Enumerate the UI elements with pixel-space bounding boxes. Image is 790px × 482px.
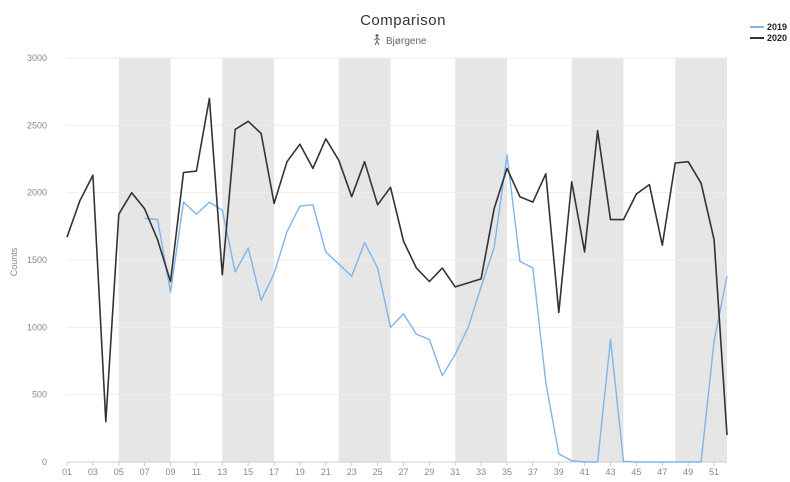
legend-label-2019: 2019 [767,22,787,32]
y-tick-label: 2500 [27,120,47,130]
x-tick-label: 45 [631,467,641,477]
x-tick-label: 13 [217,467,227,477]
x-tick-label: 39 [554,467,564,477]
chart-subtitle: Bjørgene [386,36,427,47]
x-tick-label: 05 [114,467,124,477]
x-tick-label: 15 [243,467,253,477]
y-tick-label: 500 [32,390,47,400]
x-tick-label: 09 [166,467,176,477]
x-tick-label: 51 [709,467,719,477]
series-lines [66,97,728,463]
chart-title: Comparison [360,12,446,29]
x-tick-label: 31 [450,467,460,477]
x-tick-label: 43 [606,467,616,477]
series-line-2019 [144,154,728,463]
y-tick-label: 3000 [27,53,47,63]
y-tick-label: 2000 [27,188,47,198]
y-axis-label: Counts [9,247,19,276]
y-tick-label: 1500 [27,255,47,265]
x-tick-label: 19 [295,467,305,477]
x-tick-label: 49 [683,467,693,477]
x-tick-label: 17 [269,467,279,477]
x-tick-label: 01 [62,467,72,477]
x-tick-label: 35 [502,467,512,477]
x-tick-label: 23 [347,467,357,477]
x-axis-ticks: 01 03 05 07 09 11 13 15 17 19 21 23 25 27 29 31 33 35 37 39… [62,462,719,477]
x-tick-label: 33 [476,467,486,477]
y-tick-label: 0 [42,457,47,467]
grid-lines [67,57,727,463]
x-tick-label: 11 [192,467,201,477]
y-tick-label: 1000 [27,322,47,332]
x-tick-label: 25 [373,467,383,477]
x-tick-label: 03 [88,467,98,477]
legend-label-2020: 2020 [767,33,787,43]
x-tick-label: 21 [321,467,331,477]
x-tick-label: 37 [528,467,538,477]
x-tick-label: 07 [140,467,150,477]
x-tick-label: 27 [398,467,408,477]
x-tick-label: 29 [424,467,434,477]
y-axis-ticks: 0 500 1000 1500 2000 2500 3000 [27,53,47,467]
pedestrian-icon [373,34,381,46]
x-tick-label: 41 [580,467,590,477]
series-line-2020 [66,97,728,436]
x-tick-label: 47 [657,467,667,477]
chart-subtitle-group: Bjørgene [373,34,427,47]
